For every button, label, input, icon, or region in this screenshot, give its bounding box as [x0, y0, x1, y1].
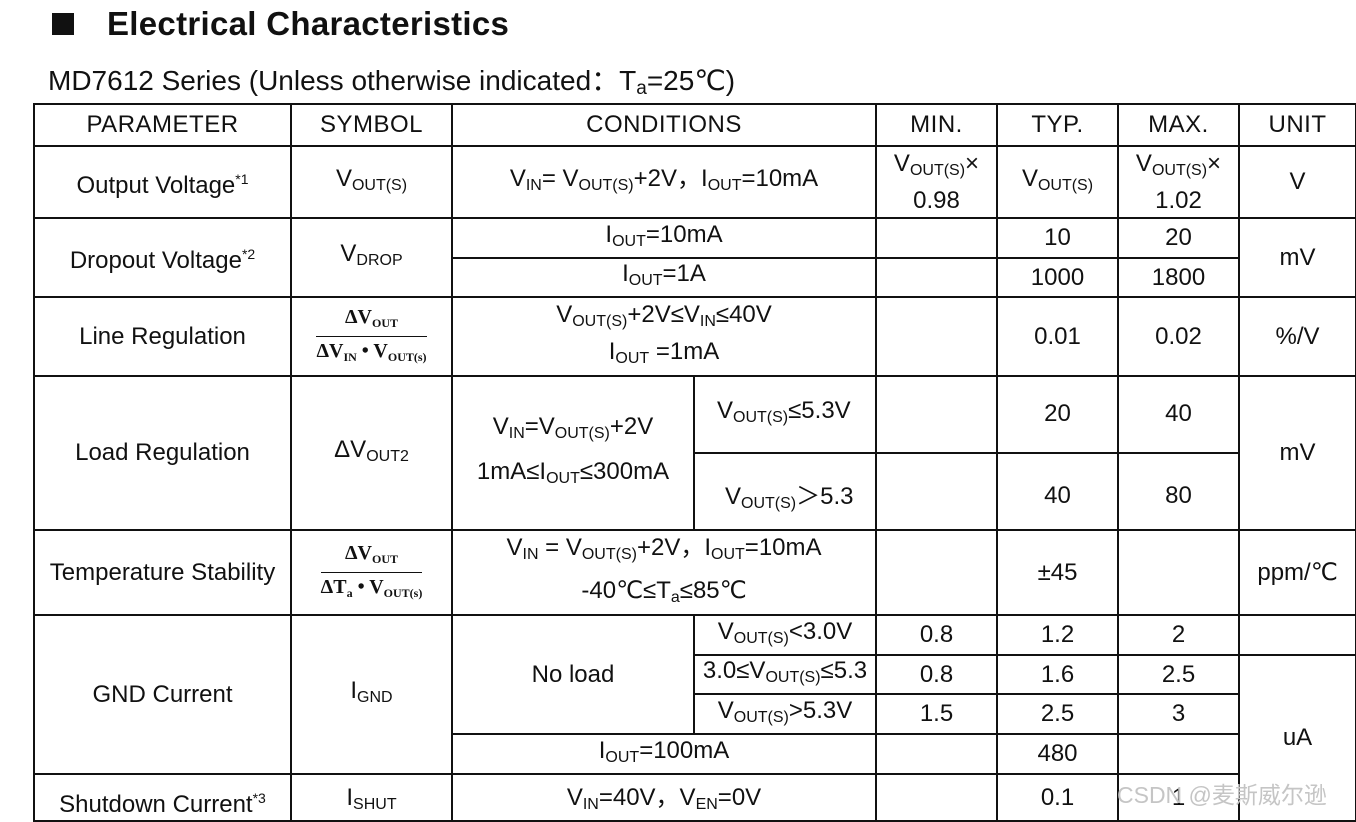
- unit-gnd-empty: [1238, 614, 1356, 656]
- param-temperature-stability: Temperature Stability: [33, 529, 292, 616]
- min-load-2: [875, 452, 998, 531]
- line-regulation-fraction: ΔVOUT ΔVIN • VOUT(s): [316, 305, 427, 364]
- cond-line-regulation: VOUT(S)+2V≤VIN≤40V IOUT =1mA: [451, 296, 877, 377]
- table-row: IOUT=100mA 480: [34, 733, 1356, 775]
- cond-gnd-4: IOUT=100mA: [451, 733, 877, 775]
- min-temperature-stability: [875, 529, 998, 616]
- typ-temperature-stability: ±45: [996, 529, 1119, 616]
- section-title: Electrical Characteristics: [107, 5, 510, 42]
- typ-load-2: 40: [996, 452, 1119, 531]
- param-output-voltage: Output Voltage*1: [33, 145, 292, 219]
- electrical-characteristics-table: PARAMETER SYMBOL CONDITIONS MIN. TYP. MA…: [33, 103, 1356, 822]
- section-heading: Electrical Characteristics: [52, 4, 509, 44]
- cond-gnd-3: VOUT(S)>5.3V: [693, 693, 877, 735]
- min-gnd-4: [875, 733, 998, 775]
- table-row: VOUT(S)>5.3V 1.5 2.5 3: [34, 693, 1356, 735]
- param-dropout-voltage: Dropout Voltage*2: [33, 217, 292, 298]
- max-gnd-3: 3: [1117, 693, 1240, 735]
- table-row: Line Regulation ΔVOUT ΔVIN • VOUT(s) VOU…: [33, 296, 1356, 377]
- table-row: VOUT(S)＞5.3 40 80: [34, 452, 1356, 531]
- unit-gnd-current: uA: [1238, 654, 1356, 822]
- unit-line-regulation: %/V: [1238, 296, 1356, 377]
- typ-gnd-4: 480: [996, 733, 1119, 775]
- param-line-regulation: Line Regulation: [33, 296, 292, 377]
- symbol-vdrop: VDROP: [290, 217, 453, 298]
- table-row: Temperature Stability ΔVOUT ΔTa • VOUT(s…: [33, 529, 1356, 616]
- table-row: Output Voltage*1 VOUT(S) VIN= VOUT(S)+2V…: [33, 145, 1356, 219]
- max-gnd-4: [1117, 733, 1240, 775]
- subcond-load-2: VOUT(S)＞5.3: [693, 452, 877, 531]
- header-parameter: PARAMETER: [33, 103, 292, 147]
- min-gnd-2: 0.8: [875, 654, 998, 695]
- symbol-ishut: ISHUT: [290, 773, 453, 822]
- csdn-watermark: CSDN @麦斯威尔逊: [1117, 782, 1327, 808]
- max-line-regulation: 0.02: [1117, 296, 1240, 377]
- typ-shutdown: 0.1: [996, 773, 1119, 822]
- header-min: MIN.: [875, 103, 998, 147]
- subtitle: MD7612 Series (Unless otherwise indicate…: [48, 65, 736, 99]
- max-output-voltage: VOUT(S)× 1.02: [1117, 145, 1240, 219]
- cond-gnd-1: VOUT(S)<3.0V: [693, 614, 877, 656]
- max-temperature-stability: [1117, 529, 1240, 616]
- max-gnd-2: 2.5: [1117, 654, 1240, 695]
- cond-shutdown: VIN=40V，VEN=0V: [451, 773, 877, 822]
- cond-dropout-1: IOUT=10mA: [451, 217, 877, 259]
- min-gnd-1: 0.8: [875, 614, 998, 656]
- table-row: Dropout Voltage*2 VDROP IOUT=10mA 10 20 …: [33, 217, 1356, 298]
- cond-output-voltage: VIN= VOUT(S)+2V，IOUT=10mA: [451, 145, 877, 219]
- typ-load-1: 20: [996, 375, 1119, 454]
- table-row: IOUT=1A 1000 1800: [34, 257, 1356, 298]
- table-row: Load Regulation ΔVOUT2 VIN=VOUT(S)+2V 1m…: [33, 375, 1356, 531]
- min-gnd-3: 1.5: [875, 693, 998, 735]
- min-output-voltage: VOUT(S)× 0.98: [875, 145, 998, 219]
- header-symbol: SYMBOL: [290, 103, 453, 147]
- min-load-1: [875, 375, 998, 454]
- max-gnd-1: 2: [1117, 614, 1240, 656]
- header-max: MAX.: [1117, 103, 1240, 147]
- param-shutdown-current: Shutdown Current*3: [33, 773, 292, 822]
- unit-load-regulation: mV: [1238, 375, 1356, 531]
- max-dropout-2: 1800: [1117, 257, 1240, 298]
- unit-temperature-stability: ppm/℃: [1238, 529, 1356, 616]
- typ-gnd-1: 1.2: [996, 614, 1119, 656]
- min-dropout-1: [875, 217, 998, 259]
- header-unit: UNIT: [1238, 103, 1356, 147]
- cond-no-load: No load: [451, 614, 695, 735]
- unit-output-voltage: V: [1238, 145, 1356, 219]
- temperature-stability-fraction: ΔVOUT ΔTa • VOUT(s): [320, 541, 423, 600]
- max-load-2: 80: [1117, 452, 1240, 531]
- symbol-vout: VOUT(S): [290, 145, 453, 219]
- table-row: GND Current IGND No load VOUT(S)<3.0V 0.…: [33, 614, 1356, 775]
- table-row: 3.0≤VOUT(S)≤5.3 0.8 1.6 2.5 uA: [34, 654, 1356, 822]
- symbol-line-regulation: ΔVOUT ΔVIN • VOUT(s): [290, 296, 453, 377]
- min-line-regulation: [875, 296, 998, 377]
- max-dropout-1: 20: [1117, 217, 1240, 259]
- header-typ: TYP.: [996, 103, 1119, 147]
- cond-temperature-stability: VIN = VOUT(S)+2V，IOUT=10mA -40℃≤Ta≤85℃: [451, 529, 877, 616]
- square-bullet-icon: [52, 13, 74, 35]
- min-dropout-2: [875, 257, 998, 298]
- max-load-1: 40: [1117, 375, 1240, 454]
- symbol-temperature-stability: ΔVOUT ΔTa • VOUT(s): [290, 529, 453, 616]
- cond-gnd-2: 3.0≤VOUT(S)≤5.3: [693, 654, 877, 695]
- typ-dropout-2: 1000: [996, 257, 1119, 298]
- typ-line-regulation: 0.01: [996, 296, 1119, 377]
- param-load-regulation: Load Regulation: [33, 375, 292, 531]
- table-header-row: PARAMETER SYMBOL CONDITIONS MIN. TYP. MA…: [33, 103, 1356, 147]
- symbol-ignd: IGND: [290, 614, 453, 775]
- symbol-load-regulation: ΔVOUT2: [290, 375, 453, 531]
- min-shutdown: [875, 773, 998, 822]
- header-conditions: CONDITIONS: [451, 103, 877, 147]
- cond-load-regulation: VIN=VOUT(S)+2V 1mA≤IOUT≤300mA: [451, 375, 695, 531]
- subcond-load-1: VOUT(S)≤5.3V: [693, 375, 877, 454]
- cond-dropout-2: IOUT=1A: [451, 257, 877, 298]
- unit-dropout: mV: [1238, 217, 1356, 298]
- typ-gnd-3: 2.5: [996, 693, 1119, 735]
- param-gnd-current: GND Current: [33, 614, 292, 775]
- typ-output-voltage: VOUT(S): [996, 145, 1119, 219]
- typ-dropout-1: 10: [996, 217, 1119, 259]
- typ-gnd-2: 1.6: [996, 654, 1119, 695]
